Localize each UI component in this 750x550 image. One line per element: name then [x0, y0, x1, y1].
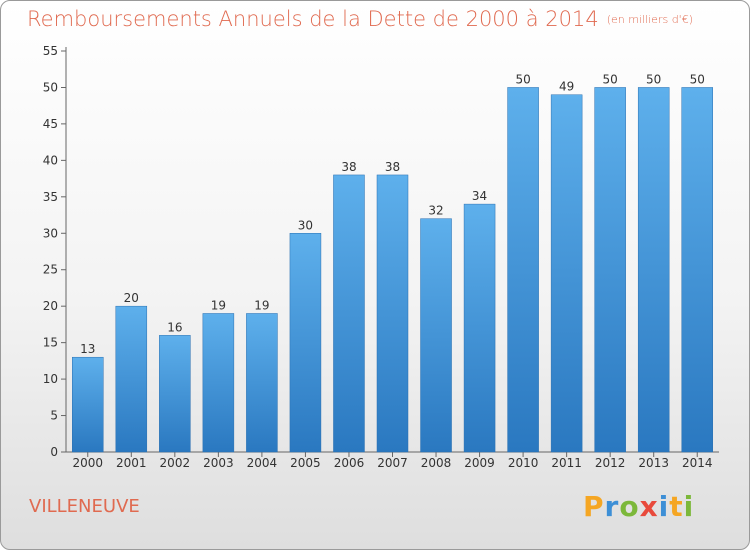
data-label-2001: 20: [124, 291, 139, 305]
x-tick-label-2009: 2009: [464, 456, 495, 470]
data-label-2011: 49: [559, 80, 574, 94]
proxiti-logo[interactable]: Proxiti: [583, 490, 694, 523]
bar-2005: [289, 233, 322, 453]
y-tick-label: 10: [43, 372, 58, 386]
x-tick-label-2006: 2006: [334, 456, 365, 470]
city-name: VILLENEUVE: [29, 496, 140, 517]
brand-letter: o: [619, 490, 640, 523]
chart-title-text: Remboursements Annuels de la Dette de 20…: [27, 7, 599, 31]
data-label-2000: 13: [80, 342, 95, 356]
x-tick-label-2011: 2011: [551, 456, 582, 470]
chart-title: Remboursements Annuels de la Dette de 20…: [27, 7, 693, 31]
bar-2006: [333, 174, 365, 453]
y-tick-label: 45: [43, 117, 58, 131]
bar-2008: [420, 218, 452, 453]
y-tick-label: 55: [43, 44, 58, 58]
bar-2012: [594, 87, 626, 453]
bar-2014: [681, 87, 713, 453]
brand-letter: i: [658, 490, 670, 523]
x-tick-label-2014: 2014: [682, 456, 713, 470]
bar-2004: [246, 313, 278, 453]
brand-letter: t: [669, 490, 684, 523]
bar-2013: [637, 87, 670, 453]
data-label-2014: 50: [690, 72, 705, 86]
x-tick-label-2010: 2010: [508, 456, 539, 470]
x-tick-label-2003: 2003: [203, 456, 234, 470]
data-label-2004: 19: [254, 298, 269, 312]
x-tick-label-2004: 2004: [247, 456, 278, 470]
y-tick-label: 0: [50, 445, 58, 459]
data-label-2009: 34: [472, 189, 487, 203]
x-tick-label-2002: 2002: [160, 456, 191, 470]
x-tick-label-2012: 2012: [595, 456, 626, 470]
y-tick-label: 15: [43, 336, 58, 350]
x-tick-label-2013: 2013: [638, 456, 669, 470]
y-tick-label: 30: [43, 226, 58, 240]
data-label-2002: 16: [167, 320, 182, 334]
y-tick-label: 35: [43, 190, 58, 204]
bar-2003: [202, 313, 235, 453]
bar-2011: [550, 94, 583, 453]
brand-letter: i: [683, 490, 695, 523]
data-label-2008: 32: [428, 204, 443, 218]
data-label-2006: 38: [341, 160, 356, 174]
y-tick-label: 20: [43, 299, 58, 313]
data-label-2007: 38: [385, 160, 400, 174]
bar-2001: [115, 305, 148, 453]
y-tick-label: 40: [43, 153, 58, 167]
y-tick-label: 5: [50, 409, 58, 423]
bar-2007: [376, 174, 409, 453]
y-tick-label: 25: [43, 263, 58, 277]
brand-letter: x: [639, 490, 659, 523]
data-label-2005: 30: [298, 218, 313, 232]
data-label-2003: 19: [211, 298, 226, 312]
bar-2000: [72, 356, 104, 453]
chart-subtitle: (en milliers d'€): [606, 13, 693, 26]
x-tick-label-2001: 2001: [116, 456, 147, 470]
data-label-2013: 50: [646, 72, 661, 86]
data-label-2012: 50: [603, 72, 618, 86]
y-tick-label: 50: [43, 80, 58, 94]
x-tick-label-2005: 2005: [290, 456, 321, 470]
bar-2010: [507, 87, 539, 453]
data-label-2010: 50: [515, 72, 530, 86]
x-tick-label-2007: 2007: [377, 456, 408, 470]
brand-letter: r: [604, 490, 620, 523]
x-tick-label-2008: 2008: [421, 456, 452, 470]
bar-2009: [463, 203, 496, 453]
x-tick-label-2000: 2000: [72, 456, 103, 470]
bar-2002: [159, 335, 191, 453]
brand-letter: P: [583, 490, 605, 523]
